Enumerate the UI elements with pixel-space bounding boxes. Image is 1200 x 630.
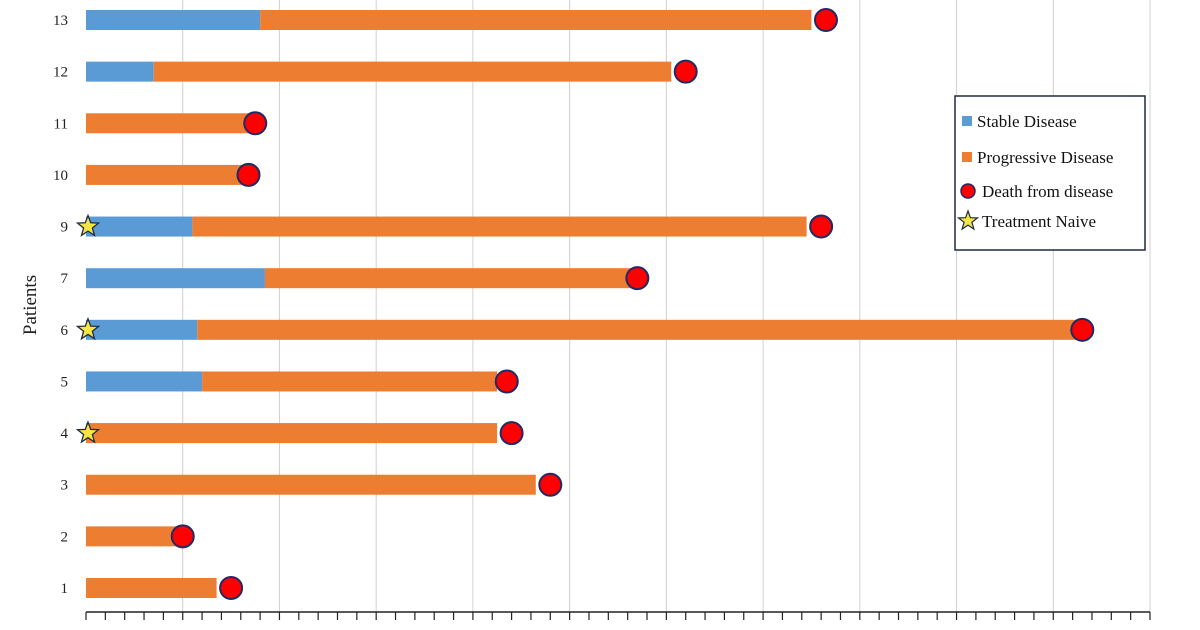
y-tick-label: 5 [61, 374, 69, 390]
legend-death-icon [960, 183, 976, 199]
legend: Stable Disease Progressive Disease Death… [954, 95, 1146, 251]
progressive-disease-bar [86, 113, 251, 134]
progressive-disease-bar [153, 61, 672, 82]
death-marker [494, 369, 519, 394]
death-marker [219, 576, 244, 600]
stable-disease-bar [86, 268, 265, 289]
death-marker [1070, 317, 1095, 342]
y-tick-label: 7 [61, 271, 69, 287]
treatment-naive-marker [75, 420, 101, 444]
y-tick-label: 6 [61, 323, 69, 339]
bars [86, 10, 1083, 598]
y-tick-label: 1 [61, 581, 69, 597]
death-marker [499, 421, 524, 446]
stable-disease-bar [86, 216, 193, 237]
legend-swatch-stable [962, 116, 972, 126]
death-marker [673, 59, 698, 84]
stable-disease-bar [86, 61, 154, 82]
y-tick-label: 3 [61, 478, 69, 494]
stable-disease-bar [86, 371, 203, 392]
markers [75, 8, 1095, 600]
death-marker [813, 8, 838, 32]
death-marker [170, 524, 195, 549]
treatment-naive-marker [75, 316, 101, 341]
death-marker [625, 266, 650, 291]
y-tick-label: 13 [53, 13, 68, 29]
legend-swatch-progressive [962, 152, 972, 162]
y-tick-label: 10 [53, 168, 68, 184]
y-axis-title: Patients [20, 275, 41, 335]
y-tick-label: 2 [61, 529, 69, 545]
y-tick-label: 4 [61, 426, 69, 442]
death-marker [243, 111, 268, 136]
axes [85, 611, 1151, 620]
legend-label-stable: Stable Disease [977, 112, 1077, 131]
progressive-disease-bar [86, 164, 246, 185]
progressive-disease-bar [197, 319, 1083, 340]
progressive-disease-bar [202, 371, 498, 392]
progressive-disease-bar [192, 216, 807, 237]
treatment-naive-marker [75, 213, 101, 237]
legend-box [954, 95, 1146, 251]
y-tick-label: 11 [54, 116, 68, 132]
progressive-disease-bar [264, 268, 643, 289]
death-marker [236, 162, 261, 187]
legend-star-icon [956, 209, 980, 231]
progressive-disease-bar [260, 10, 812, 30]
legend-label-progressive: Progressive Disease [977, 148, 1113, 167]
progressive-disease-bar [86, 474, 536, 495]
legend-label-death: Death from disease [982, 182, 1113, 201]
death-marker [538, 472, 563, 497]
legend-label-naive: Treatment Naive [982, 212, 1096, 231]
y-tick-label: 12 [53, 65, 68, 81]
stable-disease-bar [86, 319, 198, 340]
progressive-disease-bar [86, 526, 178, 547]
gridlines [182, 0, 1151, 612]
progressive-disease-bar [86, 578, 217, 598]
stable-disease-bar [86, 10, 261, 30]
death-marker [809, 214, 834, 239]
y-tick-label: 9 [61, 220, 69, 236]
progressive-disease-bar [86, 423, 498, 444]
